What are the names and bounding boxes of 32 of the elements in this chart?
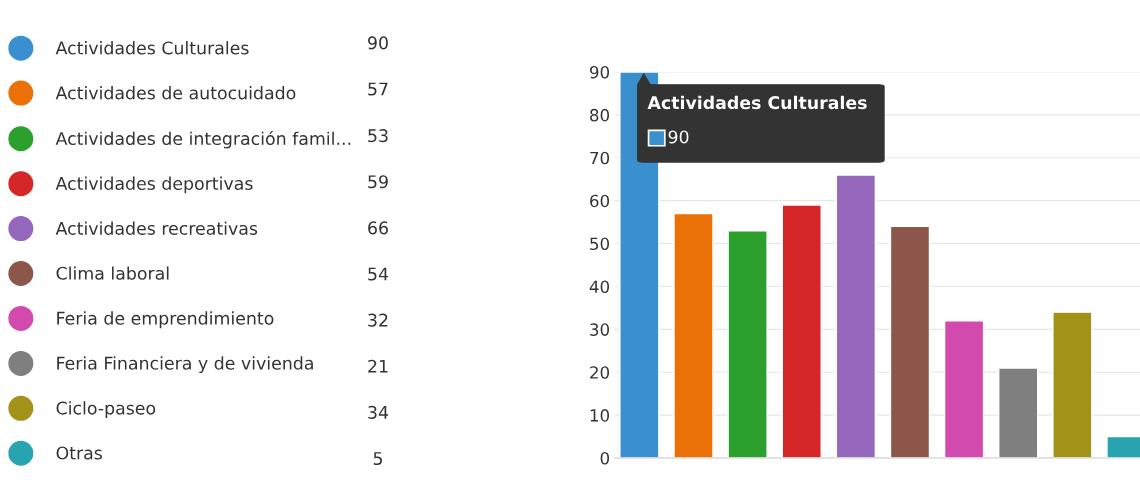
- legend-label: Clima laboral: [56, 266, 169, 280]
- y-tick-label: 80: [590, 108, 610, 122]
- annotation: Actividades Culturales: [647, 95, 867, 110]
- y-tick-label: 50: [590, 237, 610, 251]
- y-tick-label: 20: [590, 366, 610, 379]
- text: 5: [373, 452, 383, 466]
- legend-label: Actividades de integración famil...: [55, 130, 351, 149]
- text: 59: [368, 175, 388, 189]
- text: 54: [368, 267, 389, 281]
- legend-label: Actividades recreativas: [55, 221, 258, 235]
- text: 90: [368, 36, 388, 50]
- legend-label: Actividades Culturales: [55, 41, 249, 55]
- y-tick-label: 40: [589, 280, 610, 294]
- text: 57: [368, 82, 388, 96]
- legend-label: Actividades de autocuidado: [55, 86, 296, 100]
- text: 53: [368, 129, 388, 143]
- y-tick-label: 10: [590, 409, 610, 422]
- legend-label: Actividades deportivas: [55, 176, 253, 194]
- y-tick-label: 30: [590, 323, 610, 336]
- text: 66: [368, 221, 388, 235]
- legend-label: Ciclo-paseo: [56, 401, 156, 418]
- y-tick-label: 90: [589, 65, 610, 79]
- text: 21: [368, 359, 388, 373]
- y-tick-label: 0: [600, 451, 610, 465]
- y-tick-label: 60: [590, 194, 610, 208]
- text: 32: [368, 313, 388, 327]
- text: 34: [368, 405, 389, 419]
- legend-label: Feria de emprendimiento: [57, 311, 274, 329]
- y-tick-label: 70: [590, 151, 610, 165]
- annotation: 90: [668, 130, 689, 144]
- legend-label: Feria Financiera y de vivienda: [57, 356, 313, 374]
- legend-label: Otras: [56, 446, 102, 460]
